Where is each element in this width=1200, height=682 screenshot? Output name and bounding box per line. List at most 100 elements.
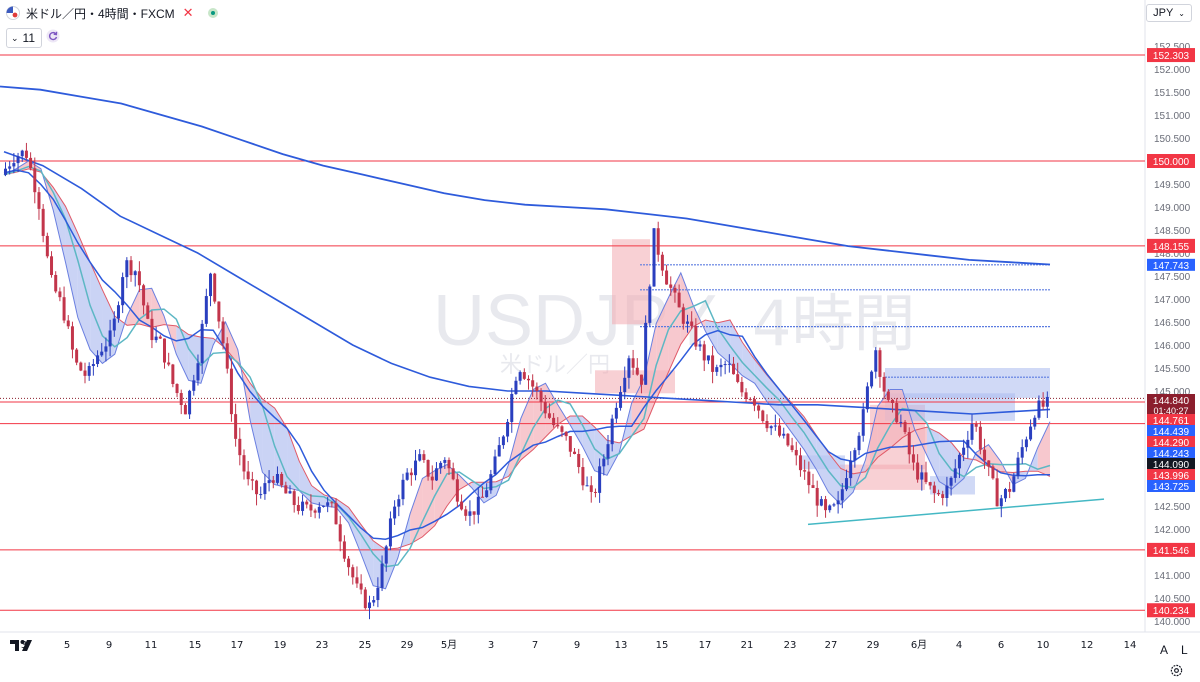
candle-body [12, 163, 16, 167]
cloud-band-segment [816, 435, 829, 493]
candle-body [598, 466, 602, 493]
candle-body [121, 277, 125, 306]
candle-body [16, 156, 20, 164]
currency-label: JPY [1153, 7, 1174, 19]
cloud-band-segment [717, 320, 731, 364]
y-tick-label: 152.000 [1154, 65, 1191, 76]
y-tick-label: 147.000 [1154, 295, 1191, 306]
cloud-band-segment [77, 233, 91, 350]
level-label-text: 141.546 [1153, 546, 1190, 557]
candle-body [690, 321, 694, 326]
candle-body [589, 485, 593, 492]
candle-body [527, 378, 530, 381]
candle-body [54, 274, 58, 292]
candle-body [192, 380, 196, 391]
currency-selector[interactable]: JPY ⌄ [1146, 4, 1192, 22]
candle-body [577, 453, 581, 468]
candle-body [129, 260, 133, 276]
symbol-title[interactable]: 米ドル／円・4時間・FXCM [26, 6, 175, 21]
y-tick-label: 149.500 [1154, 180, 1191, 191]
candle-body [430, 476, 434, 481]
candle-body [719, 364, 723, 368]
cloud-band-segment [348, 507, 361, 554]
candle-body [924, 472, 928, 483]
candle-body [547, 413, 551, 418]
candle-body [104, 346, 108, 352]
current-price-label: 144.761 [1147, 414, 1195, 427]
candle-body [112, 318, 116, 331]
candle-body [380, 563, 384, 588]
x-tick-label: 5 [64, 640, 70, 651]
candle-body [439, 462, 443, 469]
candle-body [100, 351, 104, 356]
candle-body [966, 439, 970, 448]
candle-body [510, 393, 514, 422]
candle-body [125, 260, 129, 278]
log-scale-button[interactable]: L [1181, 643, 1188, 657]
indicator-count: 11 [22, 31, 36, 45]
auto-scale-button[interactable]: A [1160, 643, 1169, 657]
candle-body [669, 284, 673, 288]
candle-body [70, 326, 74, 350]
candle-body [334, 502, 338, 525]
candle-body [447, 459, 451, 469]
gear-icon[interactable] [1170, 664, 1183, 677]
price-label-box [1147, 469, 1195, 481]
candle-body [460, 501, 464, 510]
candle-body [342, 541, 346, 559]
candle-body [920, 472, 924, 480]
candle-body [171, 364, 175, 385]
candle-body [468, 511, 472, 516]
usd-jpy-flag-icon [6, 6, 20, 20]
candle-body [497, 445, 501, 457]
candle-body [828, 505, 832, 511]
candle-body [142, 285, 146, 306]
candle-body [91, 364, 95, 367]
candle-body [288, 491, 292, 494]
candle-body [635, 367, 639, 375]
candle-body [761, 410, 765, 422]
candle-body [1008, 488, 1012, 492]
y-tick-label: 148.000 [1154, 249, 1191, 260]
current-price-label: 143.996 [1147, 469, 1195, 482]
candle-body [736, 374, 740, 382]
candle-body [861, 409, 865, 436]
candle-body [832, 504, 836, 506]
y-tick-label: 145.000 [1154, 387, 1191, 398]
y-tick-label: 146.500 [1154, 318, 1191, 329]
candle-body [309, 504, 313, 511]
cloud-band-segment [422, 470, 435, 537]
y-tick-label: 146.000 [1154, 341, 1191, 352]
candle-body [451, 468, 455, 480]
countdown-text: 01:40:27 [1153, 406, 1188, 416]
level-label-box [1147, 542, 1195, 557]
candle-body [24, 150, 28, 158]
candle-body [819, 499, 823, 506]
candle-body [305, 501, 309, 505]
candle-body [619, 392, 623, 408]
candle-body [116, 305, 120, 319]
candle-body [20, 150, 24, 157]
candle-body [907, 432, 911, 455]
close-icon[interactable]: ✕ [182, 5, 194, 20]
candle-body [263, 483, 267, 495]
candle-body [238, 438, 242, 456]
zone-box [612, 239, 650, 325]
candle-body [255, 480, 259, 495]
candle-body [397, 499, 401, 507]
cloud-bands-layer [4, 161, 1050, 589]
candle-body [405, 472, 409, 480]
candle-body [932, 485, 936, 494]
candle-body [359, 583, 363, 590]
refresh-icon[interactable] [46, 29, 60, 43]
cloud-band-segment [250, 383, 263, 473]
indicator-toggle[interactable]: ⌄ 11 [6, 28, 43, 48]
candle-body [585, 485, 589, 487]
candle-body [639, 374, 643, 385]
candle-body [518, 372, 522, 381]
cloud-band-segment [926, 427, 940, 482]
candle-body [593, 491, 597, 493]
candle-body [970, 424, 974, 440]
cloud-band-segment [520, 389, 534, 460]
